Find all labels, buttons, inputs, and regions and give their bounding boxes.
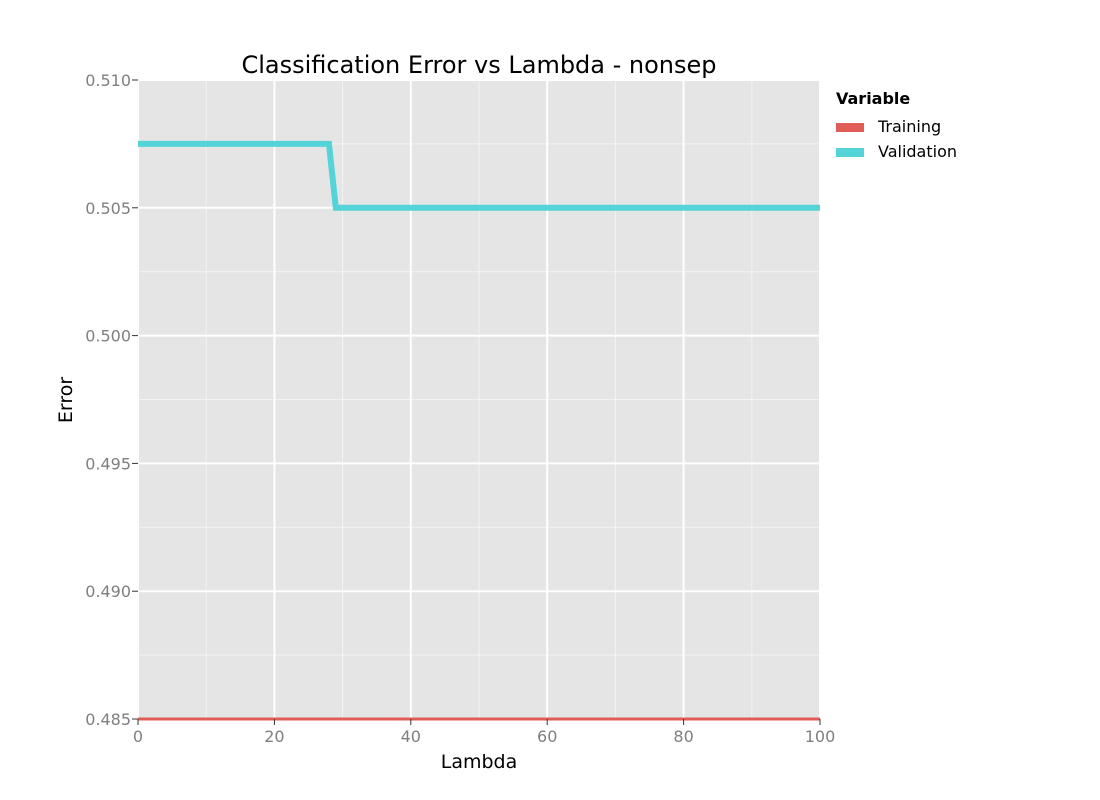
legend: Variable Training Validation xyxy=(836,89,957,161)
y-tick-label: 0.510 xyxy=(85,71,131,90)
chart-title: Classification Error vs Lambda - nonsep xyxy=(241,51,716,79)
y-axis-title: Error xyxy=(55,377,77,424)
y-axis: 0.485 0.490 0.495 0.500 0.505 0.510 xyxy=(85,71,138,729)
y-tick-label: 0.490 xyxy=(85,582,131,601)
y-tick-label: 0.505 xyxy=(85,199,131,218)
y-tick-label: 0.500 xyxy=(85,327,131,346)
y-tick-label: 0.495 xyxy=(85,454,131,473)
legend-swatch-validation xyxy=(836,148,864,157)
legend-title: Variable xyxy=(836,89,910,108)
x-tick-label: 100 xyxy=(805,727,836,746)
x-tick-label: 40 xyxy=(401,727,421,746)
x-axis-title: Lambda xyxy=(441,751,518,773)
legend-items: Training Validation xyxy=(836,117,957,161)
x-tick-label: 60 xyxy=(537,727,557,746)
x-tick-label: 20 xyxy=(264,727,284,746)
y-tick-label: 0.485 xyxy=(85,710,131,729)
minor-gridlines xyxy=(138,80,820,719)
legend-swatch-training xyxy=(836,123,864,132)
x-tick-label: 0 xyxy=(133,727,143,746)
x-axis: 0 20 40 60 80 100 xyxy=(133,719,835,746)
series-line-validation xyxy=(138,140,820,211)
series-layer xyxy=(138,140,820,721)
legend-label-validation: Validation xyxy=(878,142,957,161)
legend-label-training: Training xyxy=(877,117,941,136)
x-tick-label: 80 xyxy=(673,727,693,746)
